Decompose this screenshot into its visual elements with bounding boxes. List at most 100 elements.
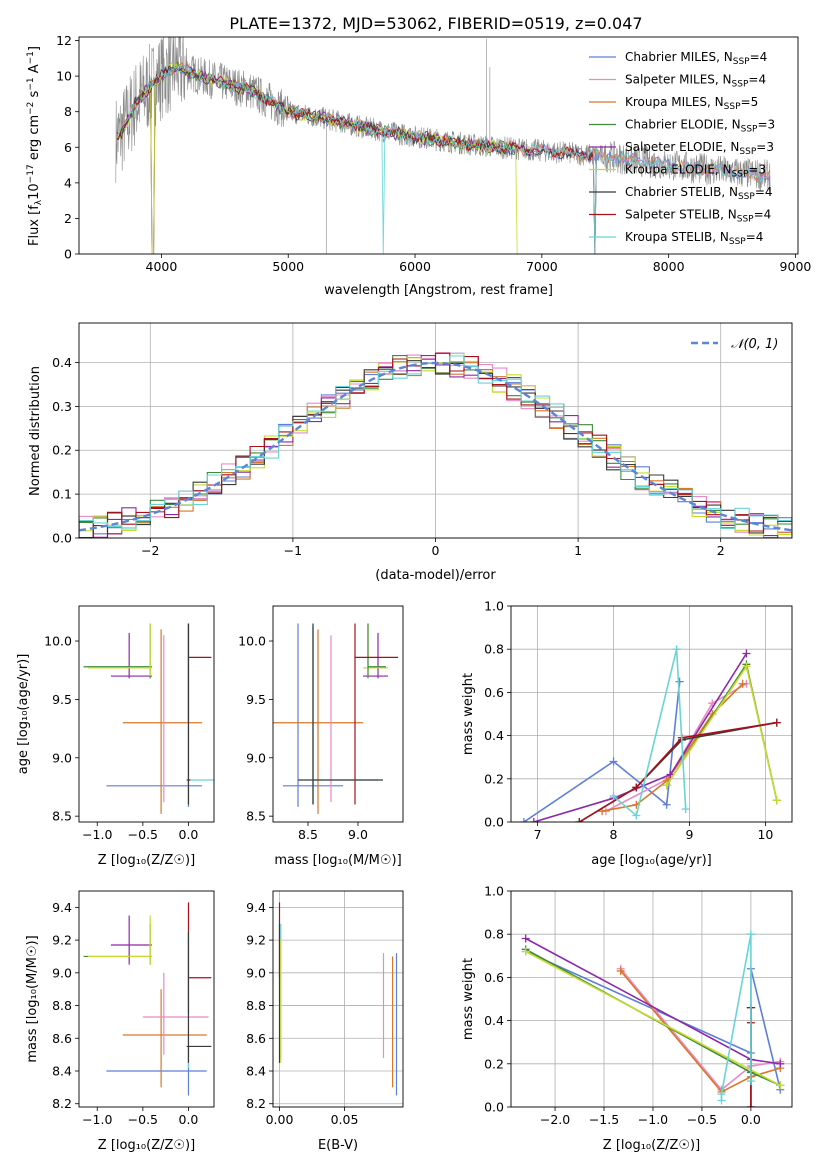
legend-label: Kroupa MILES, NSSP=5 — [625, 95, 758, 112]
x-tick-label: 8.5 — [298, 827, 318, 842]
legend-label: Kroupa STELIB, NSSP=4 — [625, 230, 763, 247]
y-tick-label: 0.0 — [52, 531, 72, 546]
x-tick-label: 8000 — [653, 259, 685, 274]
legend-subscript: SSP — [737, 215, 754, 225]
ylabel-part: A — [27, 64, 42, 77]
axes-frame — [510, 605, 793, 823]
y-tick-label: 0 — [64, 247, 72, 262]
x-tick-label: 0.0 — [179, 827, 199, 842]
y-tick-label: 8.5 — [246, 809, 266, 824]
legend-label: Chabrier STELIB, NSSP=4 — [625, 185, 773, 202]
series-marker — [609, 757, 618, 766]
series-line-kroupa-elodie — [525, 950, 781, 1087]
x-tick-label: −1.0 — [82, 1112, 112, 1127]
y-tick-label: 9.5 — [246, 692, 266, 707]
series-line-salpeter-miles — [605, 683, 747, 812]
x-tick-label: 0.0 — [179, 1112, 199, 1127]
x-axis-label: age [log₁₀(age/yr)] — [591, 853, 712, 868]
y-tick-label: 9.0 — [52, 750, 72, 765]
panel-spectrum: 4000 5000 6000 7000 8000 9000 0 2 4 6 8 10 12 Chabrie… — [26, 33, 812, 298]
x-tick-label: 9000 — [780, 259, 812, 274]
series-marker — [742, 649, 751, 658]
plot-area-massweight_vs_age — [519, 645, 781, 822]
plot-area-massweight_vs_Z — [521, 930, 785, 1107]
x-tick-label: 0.05 — [331, 1112, 359, 1127]
y-tick-label: 8.4 — [52, 1064, 72, 1079]
axes-frame — [78, 36, 799, 255]
x-axis-label: Z [log₁₀(Z/Z☉)] — [98, 1138, 195, 1153]
y-tick-label: 0.0 — [484, 1100, 504, 1115]
series-line-salpeter-stelib — [578, 721, 777, 822]
series-line-kroupa-stelib — [612, 649, 687, 817]
model-line-chabrier-stelib — [116, 65, 597, 254]
plot-area-mass_vs_Z — [83, 902, 212, 1096]
y-axis-label: mass weight — [461, 673, 476, 755]
series-marker — [521, 947, 530, 956]
series-marker — [632, 783, 641, 792]
y-tick-label: 8.8 — [52, 998, 72, 1013]
x-tick-label: 1 — [574, 543, 582, 558]
axes-frame — [272, 890, 404, 1108]
spectrum-legend: Chabrier MILES, NSSP=4 Salpeter MILES, NS… — [589, 50, 775, 247]
series-line-kroupa-stelib — [720, 934, 752, 1101]
x-tick-label: 5000 — [272, 259, 304, 274]
series-line-salpeter-miles — [620, 968, 781, 1091]
panel-massweight_vs_age: 7 8 9 10 0.0 0.2 0.4 0.6 0.8 1.0 age [log₁₀(age/yr… — [461, 599, 793, 868]
y-tick-label: 2 — [64, 211, 72, 226]
series-marker — [776, 1081, 785, 1090]
plot-area-age_vs_Z — [83, 623, 214, 814]
x-tick-label: −0.5 — [128, 827, 158, 842]
series-marker — [675, 677, 684, 686]
y-tick-label: 8.2 — [52, 1096, 72, 1111]
ylabel-sup: −17 — [26, 164, 36, 183]
y-tick-label: 8 — [64, 104, 72, 119]
x-axis-label: (data-model)/error — [375, 568, 496, 583]
x-axis-label: Z [log₁₀(Z/Z☉)] — [603, 1138, 700, 1153]
plot-area-spectrum — [115, 37, 771, 254]
x-tick-label: −2.0 — [540, 1112, 570, 1127]
x-axis-label: E(B-V) — [318, 1138, 358, 1153]
y-tick-label: 0.2 — [52, 443, 72, 458]
x-tick-label: −1.0 — [638, 1112, 668, 1127]
x-tick-label: −0.5 — [687, 1112, 717, 1127]
series-marker — [632, 811, 641, 820]
ylabel-part: ] — [27, 46, 42, 51]
y-tick-label: 0.4 — [52, 355, 72, 370]
panel-mass_vs_ebv: 0.00 0.05 8.2 8.4 8.6 8.8 9.0 9.2 9.4 E(B-V) — [246, 890, 404, 1153]
y-axis-label: Flux [fλ10−17 erg cm−2 s−1 A−1] — [26, 46, 44, 246]
series-marker — [738, 679, 747, 688]
y-tick-label: 0.6 — [484, 685, 504, 700]
panel-massweight_vs_Z: −2.0 −1.5 −1.0 −0.5 0.0 0.0 0.2 0.4 0.6 0.8 1.0 Z [… — [461, 884, 793, 1153]
series-marker — [772, 796, 781, 805]
y-tick-label: 0.2 — [484, 1056, 504, 1071]
ylabel-sub: λ — [34, 199, 44, 205]
panel-age_vs_Z: −1.0 −0.5 0.0 8.5 9.0 9.5 10.0 Z [log₁₀(Z/Z☉)] a… — [16, 605, 215, 868]
series-marker — [662, 800, 671, 809]
figure-title: PLATE=1372, MJD=53062, FIBERID=0519, z=0… — [229, 14, 642, 33]
y-axis-label: mass [log₁₀(M/M☉)] — [25, 935, 40, 1062]
y-tick-label: 10.0 — [44, 634, 72, 649]
legend-value: =3 — [757, 118, 775, 132]
x-tick-label: 10 — [757, 827, 773, 842]
legend-gaussian-label: 𝒩(0, 1) — [731, 337, 778, 352]
model-line-salpeter-stelib — [116, 63, 597, 254]
y-tick-label: 4 — [64, 175, 72, 190]
legend-label: Salpeter MILES, NSSP=4 — [625, 73, 766, 90]
series-marker — [746, 1077, 755, 1086]
y-tick-label: 8.6 — [246, 1031, 266, 1046]
y-tick-label: 0.4 — [484, 728, 504, 743]
series-marker — [772, 718, 781, 727]
legend-subscript: SSP — [732, 170, 749, 180]
axes-frame — [78, 322, 793, 539]
series-marker — [521, 934, 530, 943]
axes-frame — [78, 890, 215, 1108]
panel-age_vs_mass: 8.5 9.0 8.5 9.0 9.5 10.0 mass [log₁₀(M/M☉)] — [238, 605, 404, 868]
y-tick-label: 8.4 — [246, 1064, 266, 1079]
y-tick-label: 0.3 — [52, 399, 72, 414]
x-tick-label: 0 — [432, 543, 440, 558]
y-tick-label: 0.6 — [484, 970, 504, 985]
legend-label: Salpeter STELIB, NSSP=4 — [625, 208, 771, 225]
series-marker — [616, 966, 625, 975]
series-marker — [746, 930, 755, 939]
